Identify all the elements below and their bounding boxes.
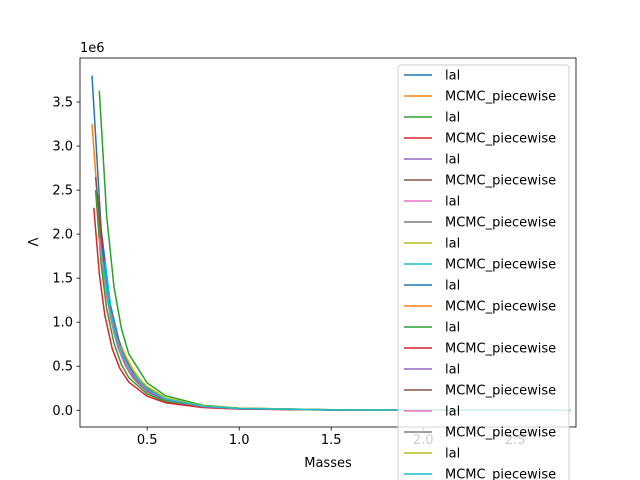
y-tick-label: 3.5 — [52, 96, 73, 111]
legend-label: lal — [445, 153, 460, 168]
legend-label: lal — [445, 321, 460, 336]
x-axis-label: Masses — [304, 456, 352, 471]
legend-label: MCMC_piecewise — [445, 258, 556, 273]
legend: lalMCMC_piecewiselalMCMC_piecewiselalMCM… — [397, 64, 570, 480]
legend-label: MCMC_piecewise — [445, 174, 556, 189]
legend-label: MCMC_piecewise — [445, 132, 556, 147]
y-tick-label: 0.0 — [52, 404, 73, 419]
legend-label: MCMC_piecewise — [445, 90, 556, 105]
legend-label: lal — [445, 405, 460, 420]
legend-label: lal — [445, 195, 460, 210]
legend-label: MCMC_piecewise — [445, 468, 556, 480]
series-layer — [91, 75, 571, 411]
legend-label: MCMC_piecewise — [445, 384, 556, 399]
series-line-20 — [102, 262, 571, 411]
plot-frame — [79, 57, 577, 428]
legend-label: MCMC_piecewise — [445, 426, 556, 441]
legend-label: lal — [445, 447, 460, 462]
y-offset-label: 1e6 — [80, 41, 105, 56]
y-axis-label: Λ — [27, 237, 42, 246]
y-tick-label: 2.5 — [52, 184, 73, 199]
legend-label: lal — [445, 363, 460, 378]
legend-label: lal — [445, 279, 460, 294]
legend-label: MCMC_piecewise — [445, 216, 556, 231]
y-tick-label: 0.5 — [52, 360, 73, 375]
legend-label: MCMC_piecewise — [445, 300, 556, 315]
legend-label: lal — [445, 69, 460, 84]
x-tick-label: 0.5 — [137, 433, 158, 448]
legend-label: lal — [445, 111, 460, 126]
x-tick-label: 1.0 — [229, 433, 250, 448]
legend-label: MCMC_piecewise — [445, 342, 556, 357]
y-tick-label: 3.0 — [52, 140, 73, 155]
x-tick-label: 1.5 — [321, 433, 342, 448]
y-axis-ticks: 0.0 0.5 1.0 1.5 2.0 2.5 3.0 3.5 — [52, 96, 80, 419]
legend-box — [397, 64, 570, 480]
legend-label: lal — [445, 237, 460, 252]
y-tick-label: 1.5 — [52, 272, 73, 287]
y-tick-label: 2.0 — [52, 228, 73, 243]
y-tick-label: 1.0 — [52, 316, 73, 331]
